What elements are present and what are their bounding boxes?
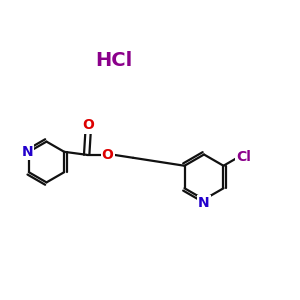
Text: O: O xyxy=(82,118,94,132)
Text: HCl: HCl xyxy=(95,50,133,70)
Text: N: N xyxy=(22,145,33,159)
Text: Cl: Cl xyxy=(236,150,251,164)
Text: N: N xyxy=(198,196,210,210)
Text: O: O xyxy=(102,148,114,162)
